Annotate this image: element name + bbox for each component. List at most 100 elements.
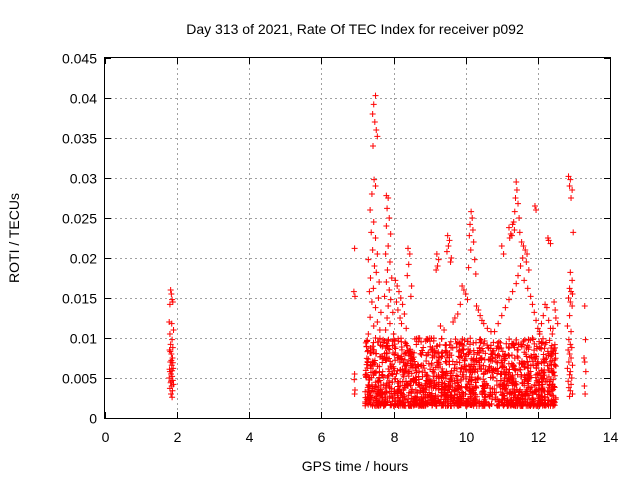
data-point	[406, 348, 413, 355]
data-point	[516, 388, 523, 395]
data-point	[582, 391, 589, 397]
data-point	[382, 345, 389, 352]
data-point	[471, 256, 478, 263]
data-point	[512, 195, 519, 201]
data-point	[394, 367, 401, 374]
data-point	[435, 397, 442, 404]
data-point	[372, 183, 379, 189]
data-point	[514, 371, 521, 378]
data-point	[385, 372, 392, 379]
data-point	[370, 323, 377, 329]
data-point	[519, 393, 526, 400]
data-point	[417, 389, 424, 396]
data-point	[351, 245, 358, 252]
data-point	[439, 402, 446, 409]
data-point	[384, 315, 391, 321]
data-point	[566, 183, 573, 189]
data-point	[381, 293, 388, 300]
data-point	[455, 402, 462, 409]
data-point	[451, 392, 458, 399]
data-point	[390, 331, 397, 337]
data-point	[525, 344, 532, 351]
data-point	[382, 394, 389, 401]
data-point	[565, 173, 572, 180]
data-point	[525, 267, 532, 273]
data-point	[366, 376, 373, 383]
data-point	[494, 402, 501, 409]
data-point	[439, 379, 446, 386]
data-point	[550, 325, 557, 332]
data-point	[460, 368, 467, 375]
data-point	[567, 176, 574, 183]
data-point	[534, 371, 541, 378]
data-point	[523, 344, 530, 351]
data-point	[497, 388, 504, 395]
data-point	[569, 277, 576, 284]
data-point	[506, 352, 513, 359]
data-point	[547, 391, 554, 398]
data-point	[370, 346, 377, 353]
data-point	[381, 390, 388, 397]
data-point	[438, 335, 445, 342]
data-point	[544, 348, 551, 355]
data-point	[490, 373, 497, 380]
data-point	[487, 392, 494, 399]
data-point	[499, 397, 506, 404]
data-point	[447, 259, 454, 265]
data-point	[363, 361, 370, 368]
data-point	[539, 385, 546, 392]
data-point	[398, 346, 405, 353]
data-point	[527, 402, 534, 409]
data-point	[495, 352, 502, 359]
data-point	[463, 402, 470, 409]
y-tick-label: 0.045	[62, 51, 97, 67]
data-point	[446, 382, 453, 389]
data-point	[494, 370, 501, 377]
data-point	[413, 363, 420, 370]
data-point	[423, 358, 430, 365]
data-point	[405, 245, 411, 252]
data-point	[365, 356, 372, 363]
data-point	[538, 340, 545, 347]
data-point	[478, 400, 485, 407]
data-point	[351, 391, 358, 397]
data-point	[370, 285, 377, 292]
data-point	[484, 342, 491, 349]
data-point	[437, 323, 444, 329]
data-point	[407, 382, 414, 389]
data-point	[384, 399, 391, 406]
data-point	[384, 373, 391, 380]
data-point	[431, 395, 438, 402]
data-point	[374, 251, 381, 257]
data-point	[428, 335, 435, 342]
data-point	[450, 319, 457, 325]
data-point	[374, 399, 381, 406]
data-point	[397, 315, 404, 321]
x-tick-label: 6	[318, 429, 326, 445]
data-point	[370, 143, 377, 149]
x-tick-label: 12	[531, 429, 547, 445]
data-point	[582, 336, 589, 343]
y-tick-label: 0.005	[62, 371, 97, 387]
data-point	[398, 335, 405, 342]
data-point	[581, 359, 588, 365]
data-point	[388, 402, 395, 409]
data-point	[362, 402, 369, 409]
data-point	[512, 381, 519, 388]
data-point	[564, 323, 571, 329]
data-point	[454, 311, 461, 317]
data-point	[457, 301, 464, 308]
data-point	[554, 320, 561, 327]
data-point	[169, 387, 176, 394]
data-point	[459, 390, 466, 397]
data-point	[428, 379, 435, 386]
data-point	[365, 388, 372, 395]
data-point	[445, 382, 452, 389]
data-point	[405, 389, 412, 396]
data-point	[437, 396, 444, 403]
data-point	[513, 280, 520, 287]
data-point	[472, 383, 479, 390]
data-point	[428, 390, 435, 397]
data-point	[492, 394, 499, 401]
data-point	[564, 365, 571, 372]
